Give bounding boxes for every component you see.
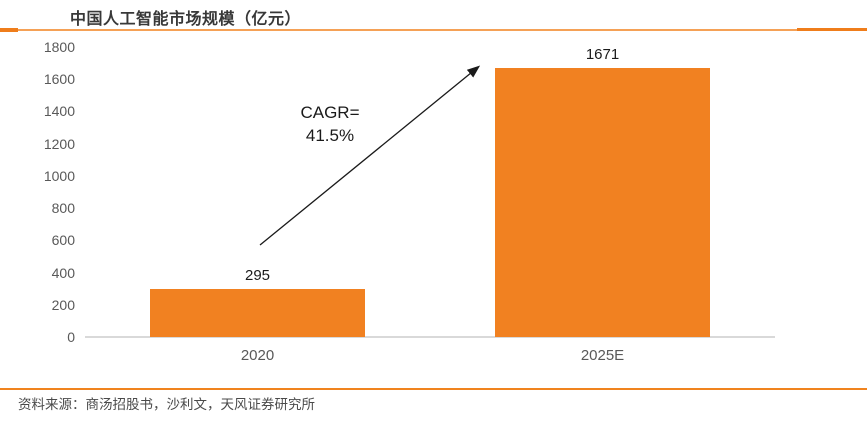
y-tick-label: 1200 bbox=[43, 135, 75, 152]
trend-arrow bbox=[259, 65, 481, 246]
footer-divider bbox=[0, 388, 867, 390]
value-label-2020: 295 bbox=[244, 267, 271, 285]
cagr-annotation-line1: CAGR= bbox=[300, 103, 360, 122]
cagr-annotation-line2: 41.5% bbox=[305, 126, 355, 145]
y-tick-label: 1000 bbox=[43, 167, 75, 184]
cagr-annotation: CAGR= 41.5% bbox=[265, 101, 395, 147]
y-tick-label: 800 bbox=[51, 200, 75, 217]
y-tick-label: 1400 bbox=[43, 103, 75, 120]
x-tick-label-2020: 2020 bbox=[240, 347, 275, 364]
x-axis-line bbox=[85, 336, 775, 338]
y-tick-label: 200 bbox=[51, 296, 75, 313]
bar-2025E bbox=[495, 67, 710, 337]
bar-2020 bbox=[150, 289, 365, 337]
title-underline-accent-right bbox=[797, 28, 867, 31]
chart-title: 中国人工智能市场规模（亿元） bbox=[70, 11, 302, 28]
source-note: 资料来源：商汤招股书，沙利文，天风证券研究所 bbox=[18, 397, 315, 412]
bar-chart: 0 200 400 600 800 1000 1200 1400 1600 1800 CAGR= … bbox=[0, 38, 867, 368]
y-tick-label: 1600 bbox=[43, 71, 75, 88]
x-tick-label-2025E: 2025E bbox=[580, 347, 625, 364]
value-label-2025E: 1671 bbox=[585, 45, 620, 63]
y-tick-label: 600 bbox=[51, 232, 75, 249]
title-underline-accent-left bbox=[0, 28, 18, 32]
y-tick-label: 1800 bbox=[43, 39, 75, 55]
title-underline bbox=[0, 29, 867, 31]
y-tick-label: 400 bbox=[51, 264, 75, 281]
y-tick-label: 0 bbox=[67, 329, 75, 345]
